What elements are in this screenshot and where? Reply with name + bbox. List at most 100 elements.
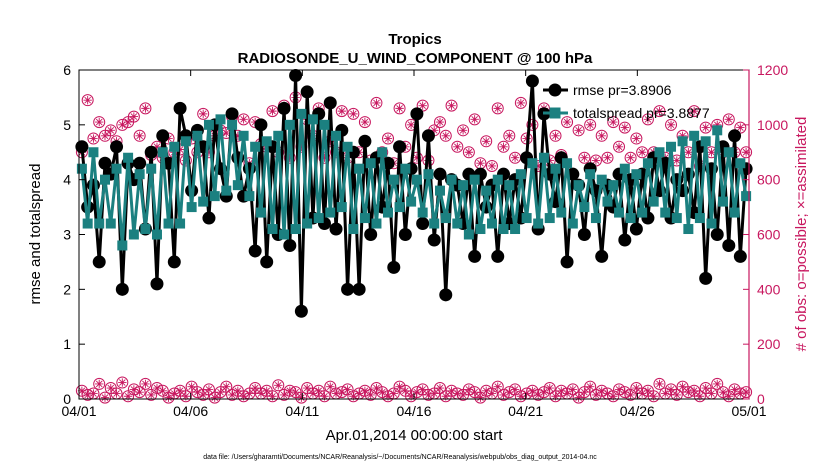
y-tick-label: 3 — [63, 227, 71, 243]
totalspread-point — [163, 218, 174, 229]
y-axis-label: rmse and totalspread — [27, 164, 44, 305]
totalspread-point — [215, 114, 226, 125]
rmse-point — [86, 178, 100, 192]
totalspread-point — [325, 207, 336, 218]
totalspread-point — [741, 191, 752, 202]
rmse-point — [156, 129, 170, 143]
totalspread-point — [238, 130, 249, 141]
totalspread-point — [538, 152, 549, 163]
totalspread-point — [331, 130, 342, 141]
obs-marker — [474, 157, 487, 170]
obs-marker — [514, 96, 527, 109]
rmse-point — [577, 228, 591, 241]
obs-marker — [266, 390, 279, 403]
obs-marker — [584, 380, 597, 393]
obs-marker — [699, 121, 712, 134]
rmse-point — [733, 249, 747, 263]
obs-marker — [93, 116, 106, 129]
obs-marker — [439, 129, 452, 142]
obs-marker — [318, 151, 331, 164]
totalspread-point — [411, 174, 422, 185]
rmse-point — [439, 288, 453, 302]
obs-marker — [607, 390, 620, 403]
totalspread-point — [342, 141, 353, 152]
totalspread-point — [642, 158, 653, 169]
rmse-point — [283, 238, 297, 252]
obs-marker — [549, 129, 562, 142]
obs-marker — [98, 391, 111, 404]
rmse-point — [289, 68, 303, 82]
totalspread-point — [515, 169, 526, 180]
obs-marker — [636, 146, 649, 159]
obs-marker — [722, 113, 735, 126]
x-tick-label: 04/21 — [508, 403, 543, 419]
totalspread-point — [157, 147, 168, 158]
obs-marker — [127, 110, 140, 123]
rmse-point — [468, 249, 482, 263]
totalspread-point — [250, 141, 261, 152]
rmse-point — [364, 228, 378, 241]
obs-marker — [624, 151, 637, 164]
chart-subtitle: RADIOSONDE_U_WIND_COMPONENT @ 100 hPa — [238, 50, 593, 67]
obs-marker — [705, 387, 718, 400]
obs-marker — [693, 390, 706, 403]
totalspread-point — [608, 180, 619, 191]
totalspread-point — [244, 191, 255, 202]
totalspread-point — [498, 224, 509, 235]
obs-marker — [740, 146, 753, 159]
totalspread-point — [562, 158, 573, 169]
obs-marker — [740, 386, 753, 399]
totalspread-point — [596, 174, 607, 185]
obs-marker — [445, 99, 458, 112]
obs-marker — [382, 132, 395, 145]
obs-marker — [133, 129, 146, 142]
totalspread-point — [614, 207, 625, 218]
y-tick-label: 1 — [63, 336, 71, 352]
totalspread-point — [123, 152, 134, 163]
plot-series — [75, 68, 753, 404]
rmse-point — [410, 107, 424, 121]
rmse-point — [110, 140, 124, 154]
totalspread-point — [637, 207, 648, 218]
totalspread-point — [590, 213, 601, 224]
obs-marker — [480, 135, 493, 148]
totalspread-point — [400, 163, 411, 174]
legend-rmse-label: rmse pr=3.8906 — [573, 82, 672, 98]
obs-marker — [110, 387, 123, 400]
totalspread-point — [429, 218, 440, 229]
x-tick-label: 05/01 — [731, 403, 766, 419]
rmse-point — [133, 156, 147, 170]
totalspread-point — [105, 218, 116, 229]
obs-marker — [272, 379, 285, 392]
totalspread-point — [683, 224, 694, 235]
rmse-point — [254, 118, 268, 132]
rmse-point — [92, 255, 106, 269]
obs-marker — [335, 105, 348, 118]
totalspread-point — [151, 229, 162, 240]
obs-marker — [665, 118, 678, 131]
rmse-point — [358, 134, 372, 148]
y-tick-label: 4 — [63, 172, 71, 188]
y-tick-label: 2 — [63, 281, 71, 297]
obs-marker — [509, 151, 522, 164]
obs-marker — [491, 102, 504, 115]
obs-marker — [607, 116, 620, 129]
totalspread-point — [180, 136, 191, 147]
totalspread-point — [735, 158, 746, 169]
totalspread-point — [383, 207, 394, 218]
rmse-point — [421, 129, 435, 143]
rmse-point — [260, 255, 274, 269]
totalspread-point — [579, 202, 590, 213]
totalspread-point — [446, 174, 457, 185]
totalspread-point — [694, 213, 705, 224]
x-tick-label: 04/16 — [396, 403, 431, 419]
totalspread-point — [302, 218, 313, 229]
obs-marker — [474, 391, 487, 404]
totalspread-point — [619, 163, 630, 174]
obs-marker — [341, 383, 354, 396]
obs-marker — [561, 116, 574, 129]
y2-tick-label: 200 — [757, 336, 781, 352]
y2-tick-label: 1200 — [757, 62, 788, 78]
totalspread-point — [227, 119, 238, 130]
